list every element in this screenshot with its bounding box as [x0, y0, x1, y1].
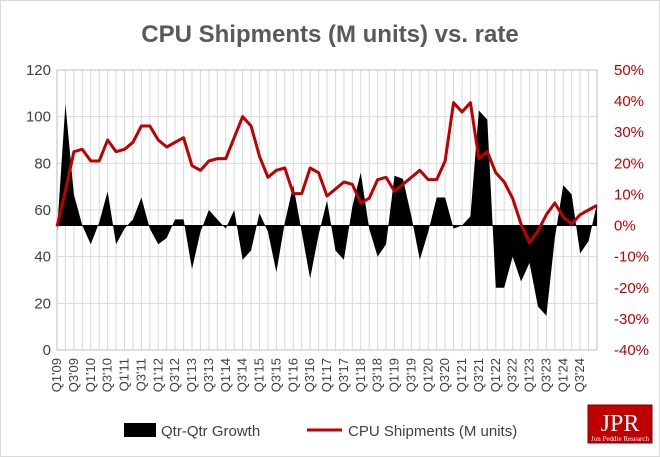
shipments-line [55, 101, 598, 245]
right-tick-label: 0% [614, 218, 636, 235]
right-tick-label: 40% [614, 93, 644, 110]
x-tick-label: Q3'23 [538, 358, 553, 392]
x-tick-label: Q3'18 [370, 358, 385, 392]
left-tick-label: 40 [34, 249, 51, 266]
legend-growth-label: Qtr-Qtr Growth [161, 423, 260, 440]
x-tick-label: Q1'14 [218, 358, 233, 392]
x-tick-label: Q3'12 [167, 358, 182, 392]
left-tick-label: 0 [43, 342, 51, 359]
legend: Qtr-Qtr Growth CPU Shipments (M units) [124, 423, 517, 440]
x-tick-label: Q1'20 [420, 358, 435, 392]
x-tick-label: Q1'17 [319, 358, 334, 392]
left-tick-label: 100 [26, 109, 51, 126]
left-tick-label: 120 [26, 62, 51, 79]
x-tick-label: Q3'13 [201, 358, 216, 392]
x-tick-label: Q1'24 [555, 358, 570, 392]
x-tick-label: Q3'14 [235, 358, 250, 392]
shipments-line-path [55, 101, 598, 245]
x-tick-label: Q3'11 [133, 358, 148, 391]
x-tick-label: Q1'22 [488, 358, 503, 392]
x-tick-label: Q1'11 [117, 358, 132, 391]
right-tick-label: 50% [614, 62, 644, 79]
x-tick-label: Q3'16 [302, 358, 317, 392]
logo-text: JPR [601, 411, 640, 437]
x-tick-label: Q3'21 [471, 358, 486, 392]
right-axis-ticks: -40% -30% -20% -10% 0% 10% 20% 30% 40% 50% [614, 62, 649, 359]
chart-title: CPU Shipments (M units) vs. rate [141, 21, 518, 48]
x-tick-label: Q3'22 [505, 358, 520, 392]
x-tick-label: Q3'10 [100, 358, 115, 392]
x-axis-ticks: Q1'09 Q3'09 Q1'10 Q3'10 Q1'11 Q3'11 Q1'12 Q3'12… [49, 358, 587, 392]
x-tick-label: Q1'09 [49, 358, 64, 392]
x-tick-label: Q1'13 [184, 358, 199, 392]
x-tick-label: Q3'17 [336, 358, 351, 392]
right-tick-label: 10% [614, 186, 644, 203]
logo-background [587, 404, 653, 444]
x-tick-label: Q3'19 [403, 358, 418, 392]
right-tick-label: 20% [614, 155, 644, 172]
left-tick-label: 20 [34, 295, 51, 312]
x-tick-label: Q1'23 [522, 358, 537, 392]
x-tick-label: Q1'19 [387, 358, 402, 392]
right-tick-label: -40% [614, 342, 649, 359]
legend-growth-swatch [124, 423, 156, 437]
right-tick-label: 30% [614, 124, 644, 141]
x-tick-label: Q3'24 [572, 358, 587, 392]
jpr-logo: JPR Jon Peddie Research [587, 404, 653, 444]
x-tick-label: Q3'15 [268, 358, 283, 392]
right-tick-label: -20% [614, 280, 649, 297]
x-tick-label: Q3'09 [66, 358, 81, 392]
left-axis-ticks: 0 20 40 60 80 100 120 [26, 62, 51, 359]
x-tick-label: Q1'15 [252, 358, 267, 392]
logo-subtext: Jon Peddie Research [591, 435, 649, 443]
x-tick-label: Q1'18 [353, 358, 368, 392]
x-tick-label: Q3'20 [437, 358, 452, 392]
growth-area-path [57, 104, 597, 316]
left-tick-label: 60 [34, 202, 51, 219]
right-tick-label: -10% [614, 249, 649, 266]
left-tick-label: 80 [34, 155, 51, 172]
x-tick-label: Q1'21 [454, 358, 469, 392]
right-tick-label: -30% [614, 311, 649, 328]
x-tick-label: Q1'12 [150, 358, 165, 392]
x-tick-label: Q1'16 [285, 358, 300, 392]
growth-area [57, 104, 597, 316]
x-tick-label: Q1'10 [83, 358, 98, 392]
legend-shipments-label: CPU Shipments (M units) [348, 423, 517, 440]
